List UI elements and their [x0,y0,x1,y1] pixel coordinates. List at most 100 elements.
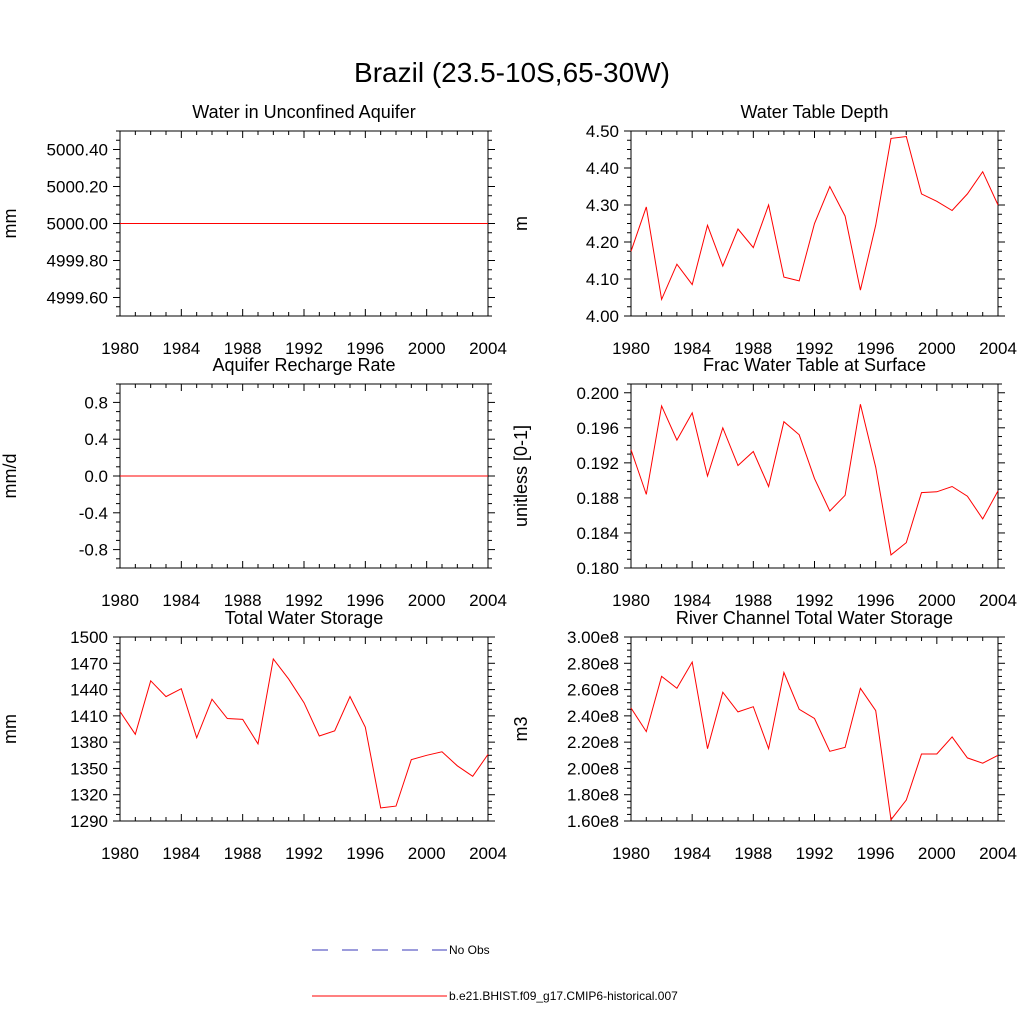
x-tick-label: 2004 [979,844,1017,863]
y-tick-label: 0.188 [576,489,619,508]
plot-frame [630,383,999,569]
y-axis-label: unitless [0-1] [511,425,531,527]
y-tick-label: 0.184 [576,524,619,543]
x-tick-label: 1988 [224,339,262,358]
y-tick-label: 4999.60 [47,289,108,308]
panel-5: Total Water Storage mm 1980 1984 1988 1992 199… [0,608,507,863]
y-tick-label: 1.80e8 [567,786,619,805]
x-tick-label: 2004 [469,339,507,358]
y-axis-label: m3 [511,716,531,741]
x-tick-label: 1984 [673,844,711,863]
y-tick-label: 4.40 [586,159,619,178]
panel-title: Aquifer Recharge Rate [212,355,395,375]
y-tick-label: 1410 [70,707,108,726]
x-tick-label: 2000 [918,591,956,610]
x-tick-label: 1992 [285,844,323,863]
x-tick-label: 1992 [285,339,323,358]
x-tick-label: 2000 [408,339,446,358]
legend-label-no-obs: No Obs [449,943,490,957]
series-line [630,404,999,556]
plot-frame [630,636,999,822]
legend-entry-no-obs: No Obs [312,943,490,957]
y-tick-label: 0.8 [84,393,108,412]
y-tick-label: 4.20 [586,233,619,252]
series-line [630,135,999,302]
panel-2: Water Table Depth m 1980 1984 1988 1992 1996 20… [511,102,1017,358]
x-tick-label: 1996 [346,844,384,863]
panel-title: Frac Water Table at Surface [703,355,926,375]
y-tick-label: 2.40e8 [567,707,619,726]
y-tick-label: -0.8 [79,541,108,560]
x-tick-label: 1996 [857,844,895,863]
x-tick-label: 1984 [673,591,711,610]
series-line [630,660,999,821]
y-tick-label: 2.20e8 [567,733,619,752]
x-tick-label: 2004 [469,844,507,863]
x-tick-label: 1988 [734,591,772,610]
y-tick-label: 0.200 [576,384,619,403]
x-tick-label: 1980 [101,844,139,863]
y-tick-label: 2.80e8 [567,654,619,673]
panel-title: Total Water Storage [225,608,383,628]
panel-1: Water in Unconfined Aquifer mm 1980 1984 198… [0,102,507,358]
x-tick-label: 1996 [857,339,895,358]
x-tick-label: 2000 [408,591,446,610]
y-tick-label: 1440 [70,681,108,700]
x-tick-label: 1980 [612,339,650,358]
y-tick-label: 4.00 [586,307,619,326]
x-tick-label: 1980 [612,591,650,610]
y-tick-label: 3.00e8 [567,628,619,647]
series-line [119,657,489,809]
y-tick-label: 1380 [70,733,108,752]
x-tick-label: 2004 [469,591,507,610]
panel-title: River Channel Total Water Storage [676,608,953,628]
x-tick-label: 2000 [918,844,956,863]
x-tick-label: 1992 [796,591,834,610]
y-tick-label: 1350 [70,759,108,778]
x-tick-label: 1988 [224,591,262,610]
x-tick-label: 1980 [101,339,139,358]
x-tick-label: 1984 [162,339,200,358]
y-tick-label: 5000.20 [47,178,108,197]
x-tick-label: 2004 [979,591,1017,610]
y-axis-label: m [511,216,531,231]
y-tick-label: 5000.40 [47,141,108,160]
plot-frame [119,636,489,822]
x-tick-label: 1996 [346,339,384,358]
x-tick-label: 1984 [162,591,200,610]
x-tick-label: 1980 [612,844,650,863]
y-tick-label: 2.00e8 [567,759,619,778]
panel-title: Water in Unconfined Aquifer [192,102,415,122]
legend-label-model: b.e21.BHIST.f09_g17.CMIP6-historical.007 [449,989,678,1003]
panel-4: Frac Water Table at Surface unitless [0-1… [511,355,1017,610]
y-tick-label: 0.196 [576,419,619,438]
y-tick-label: 5000.00 [47,215,108,234]
x-tick-label: 1996 [857,591,895,610]
legend: No Obs b.e21.BHIST.f09_g17.CMIP6-histori… [312,943,678,1003]
y-tick-label: 0.4 [84,430,108,449]
x-tick-label: 1988 [734,844,772,863]
figure-title: Brazil (23.5-10S,65-30W) [354,57,670,88]
y-tick-label: 1470 [70,654,108,673]
panel-3: Aquifer Recharge Rate mm/d 1980 1984 1988 199… [0,355,507,610]
x-tick-label: 1984 [673,339,711,358]
x-tick-label: 2004 [979,339,1017,358]
x-tick-label: 1992 [796,844,834,863]
y-axis-label: mm/d [0,454,20,499]
panel-6: River Channel Total Water Storage m3 1980 1… [511,608,1017,863]
y-axis-label: mm [0,209,20,239]
legend-entry-model: b.e21.BHIST.f09_g17.CMIP6-historical.007 [312,989,678,1003]
y-tick-label: 2.60e8 [567,681,619,700]
panel-title: Water Table Depth [740,102,888,122]
x-tick-label: 1992 [285,591,323,610]
x-tick-label: 1988 [734,339,772,358]
x-tick-label: 1996 [346,591,384,610]
y-tick-label: 4999.80 [47,252,108,271]
y-tick-label: -0.4 [79,504,108,523]
y-tick-label: 1320 [70,786,108,805]
y-axis-label: mm [0,714,20,744]
x-tick-label: 1992 [796,339,834,358]
y-tick-label: 1290 [70,812,108,831]
y-tick-label: 1.60e8 [567,812,619,831]
